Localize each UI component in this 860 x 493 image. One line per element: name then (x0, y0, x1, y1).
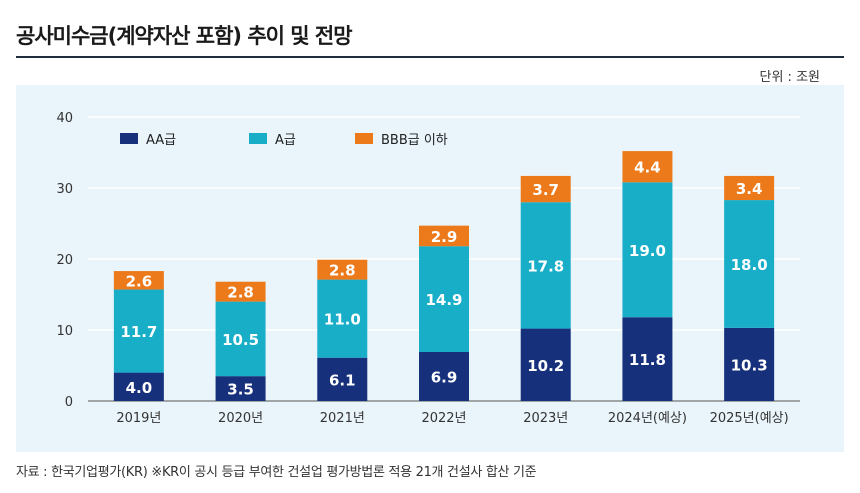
bar-segment (113, 271, 164, 290)
x-tick-label: 2025년(예상) (710, 411, 789, 426)
data-label: 2.9 (431, 228, 458, 246)
y-tick-label: 40 (56, 111, 73, 126)
unit-label: 단위 : 조원 (759, 70, 821, 85)
x-tick-label: 2022년 (421, 411, 466, 426)
data-label: 10.2 (527, 357, 564, 375)
data-label: 6.1 (329, 371, 356, 389)
legend-label: A급 (275, 133, 296, 148)
data-label: 6.9 (431, 369, 458, 387)
bar-segment (724, 200, 775, 328)
data-label: 11.7 (120, 323, 157, 341)
data-label: 2.6 (126, 272, 153, 290)
bar-segment (317, 259, 368, 280)
data-label: 19.0 (629, 242, 666, 260)
x-tick-label: 2024년(예상) (608, 411, 687, 426)
data-label: 10.5 (222, 331, 259, 349)
bar-segment (215, 301, 266, 377)
x-tick-label: 2023년 (523, 411, 568, 426)
x-tick-label: 2021년 (320, 411, 365, 426)
data-label: 10.3 (731, 356, 768, 374)
data-label: 11.8 (629, 351, 666, 369)
data-label: 4.4 (634, 159, 661, 177)
bar-segment (724, 327, 775, 401)
data-label: 18.0 (731, 256, 768, 274)
bar-segment (215, 281, 266, 302)
y-tick-label: 10 (56, 324, 73, 339)
title-divider (16, 56, 844, 58)
bar-segment (419, 225, 469, 247)
bar-segment (113, 372, 164, 401)
y-tick-label: 0 (65, 395, 73, 410)
bar-segment (520, 175, 571, 203)
y-tick-label: 20 (56, 253, 73, 268)
data-label: 4.0 (126, 379, 153, 397)
y-tick-label: 30 (56, 182, 73, 197)
x-tick-label: 2020년 (218, 411, 263, 426)
bar-segment (317, 357, 368, 401)
data-label: 11.0 (324, 311, 361, 329)
bar-segment (622, 317, 673, 401)
data-label: 3.7 (532, 181, 559, 199)
bar-segment (113, 289, 164, 373)
data-label: 3.5 (227, 381, 254, 399)
bar-segment (622, 151, 673, 183)
bar-segment (215, 376, 266, 401)
bar-segment (419, 246, 469, 353)
legend-label: BBB급 이하 (381, 133, 448, 148)
data-label: 2.8 (227, 284, 254, 302)
bar-segment (419, 352, 469, 401)
x-tick-label: 2019년 (116, 411, 161, 426)
data-label: 14.9 (425, 291, 462, 309)
data-label: 3.4 (736, 180, 763, 198)
bar-segment (520, 328, 571, 401)
data-label: 2.8 (329, 262, 356, 280)
legend-swatch (355, 133, 373, 144)
data-label: 17.8 (527, 257, 564, 275)
legend-label: AA급 (146, 133, 176, 148)
bar-segment (724, 175, 775, 201)
bar-segment (520, 202, 571, 329)
source-footnote: 자료 : 한국기업평가(KR) ※KR이 공시 등급 부여한 건설업 평가방법론… (16, 465, 537, 480)
legend-swatch (120, 133, 138, 144)
bar-segment (317, 279, 368, 358)
legend-swatch (249, 133, 267, 144)
bar-segment (622, 182, 673, 318)
page-title: 공사미수금(계약자산 포함) 추이 및 전망 (16, 24, 353, 48)
